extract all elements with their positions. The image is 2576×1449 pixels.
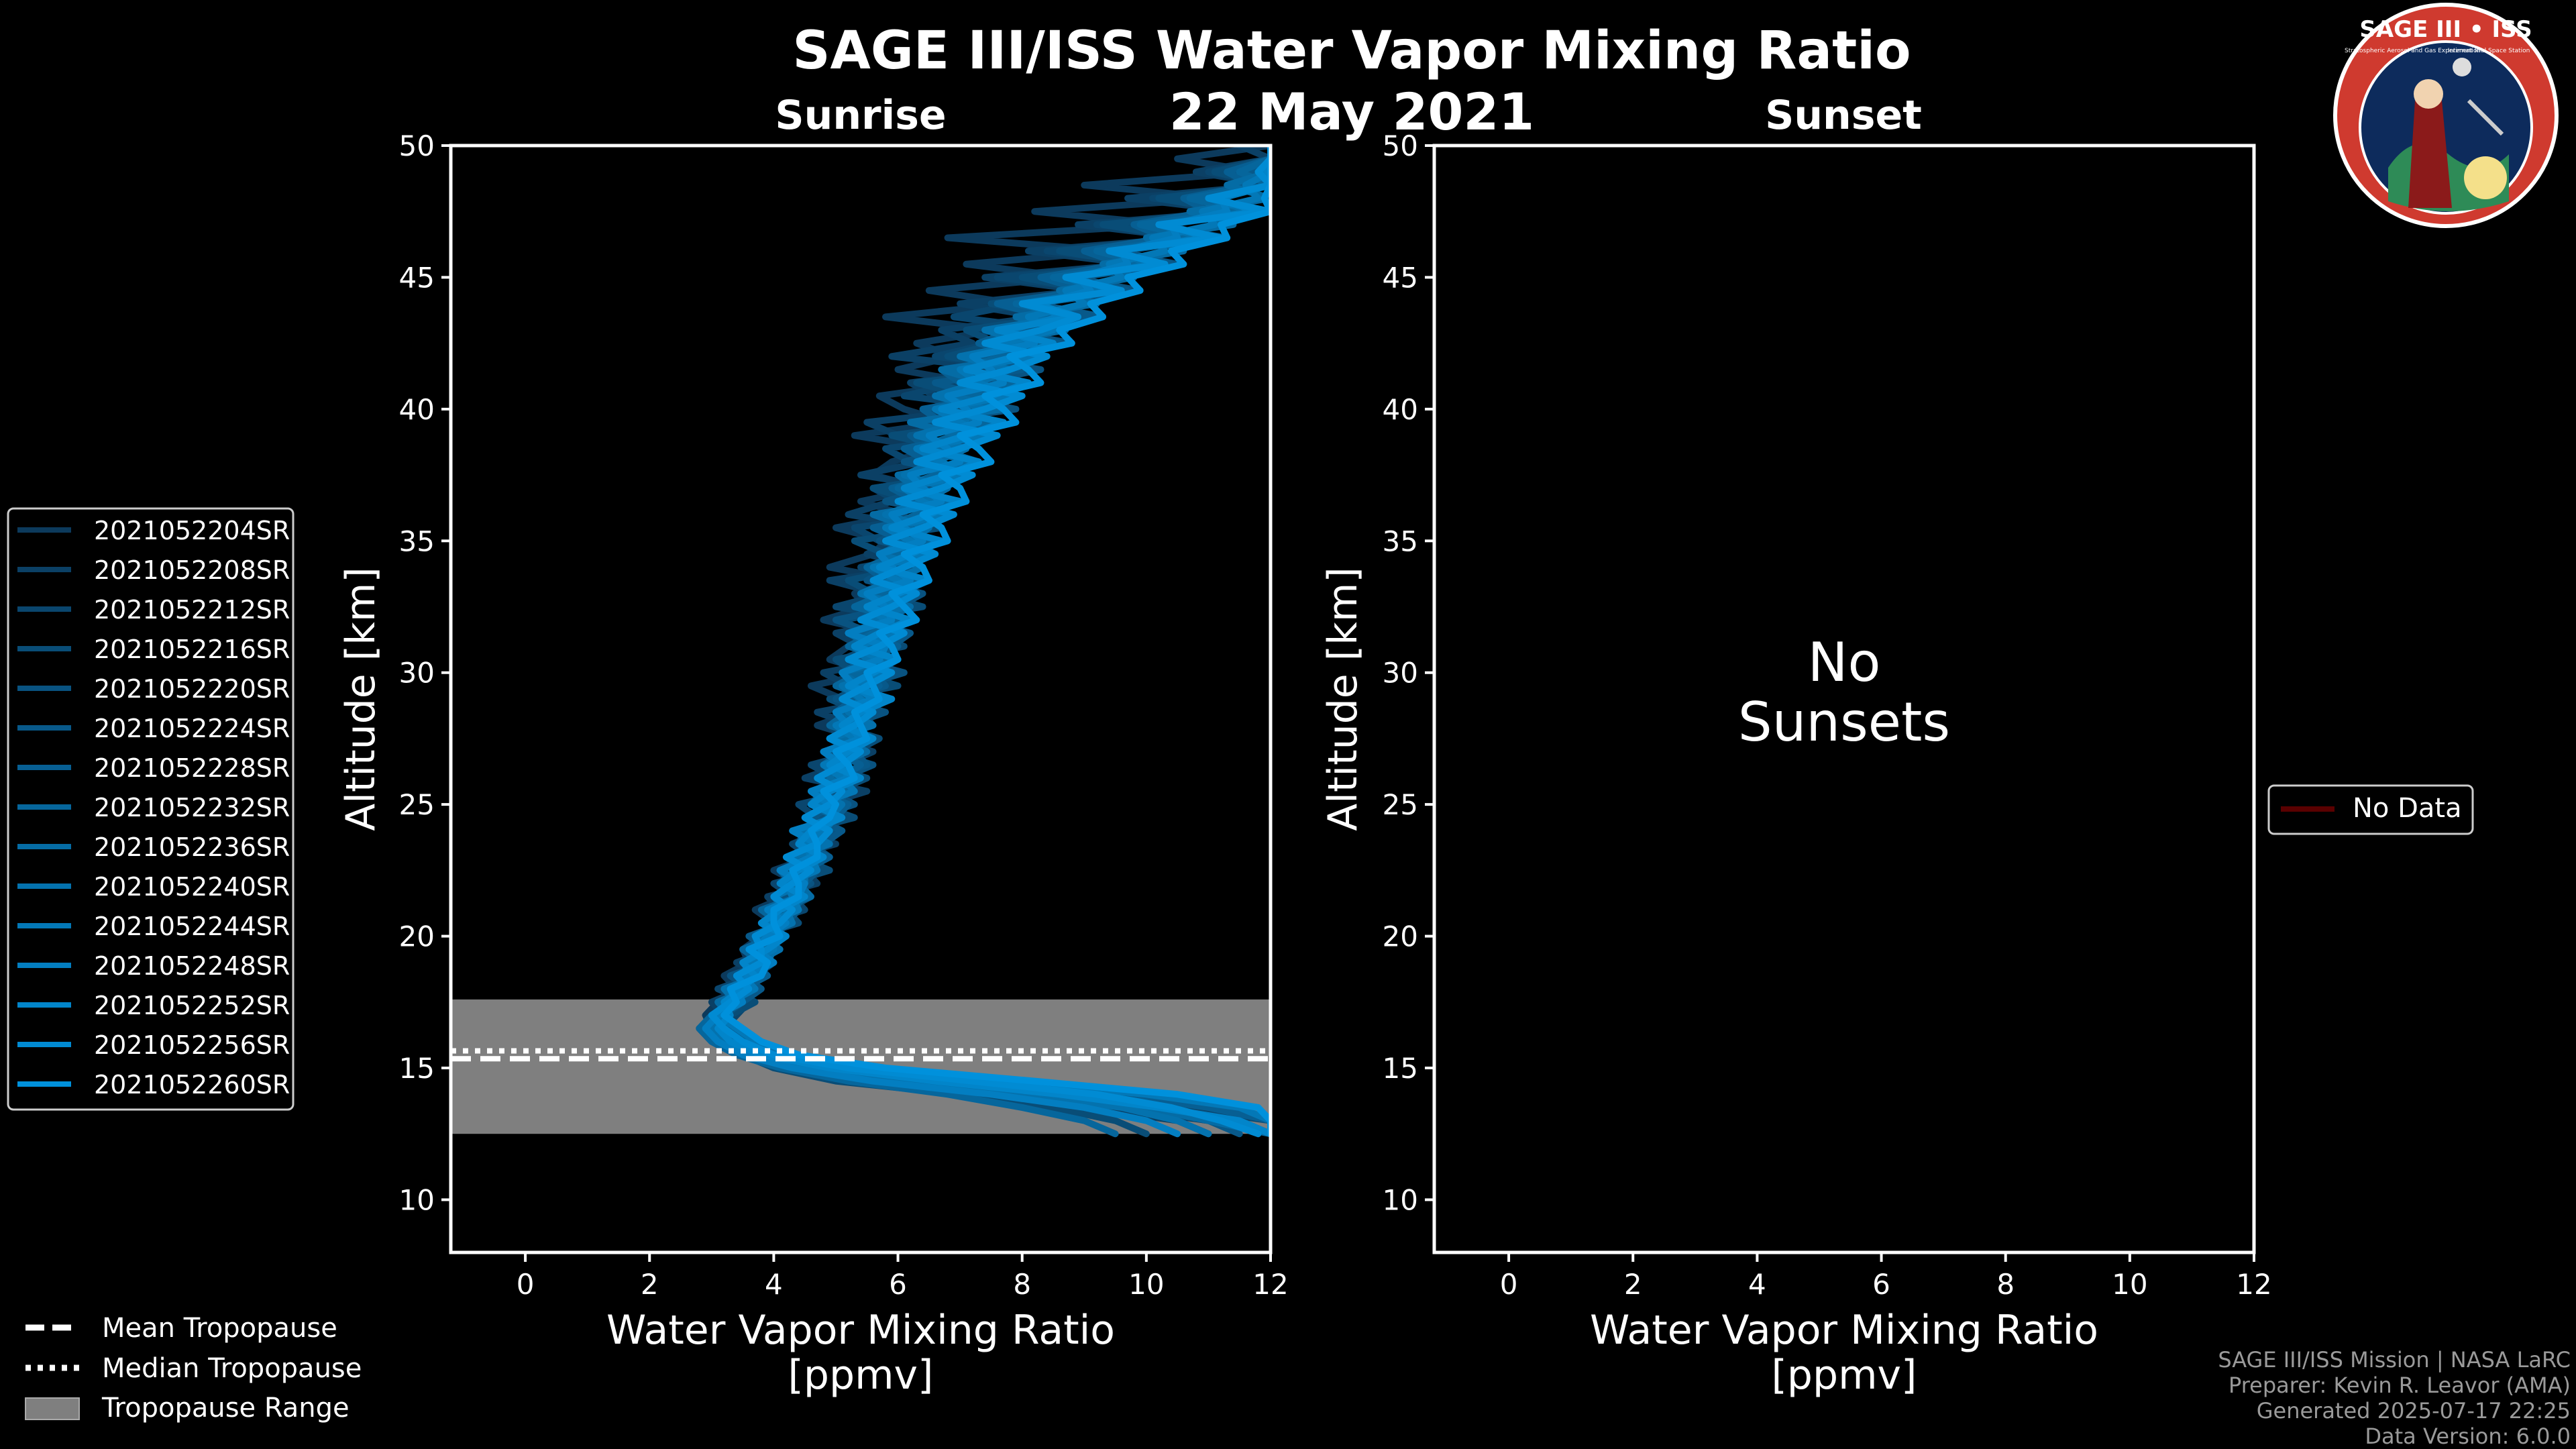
x-tick-label: 4 <box>1748 1268 1766 1301</box>
sunrise-panel-title: Sunrise <box>775 92 946 139</box>
y-tick-label: 35 <box>399 525 435 557</box>
tropopause-range-swatch <box>25 1397 80 1420</box>
series-line-2021052256SR <box>708 146 1271 1138</box>
y-tick-label: 10 <box>399 1183 435 1216</box>
y-tick-label: 25 <box>399 788 435 821</box>
y-tick-label: 20 <box>1383 920 1418 953</box>
y-tick-label: 45 <box>399 261 435 294</box>
x-tick-label: 6 <box>1872 1268 1890 1301</box>
y-tick-label: 20 <box>399 920 435 953</box>
y-tick-label: 40 <box>1383 393 1418 426</box>
logo-figure-head <box>2414 79 2443 109</box>
legend-label: 2021052232SR <box>94 793 290 822</box>
x-tick-label: 0 <box>1500 1268 1518 1301</box>
sunset-legend-box <box>2267 784 2474 835</box>
logo-figure-robe <box>2408 91 2452 208</box>
logo-moon-icon <box>2453 58 2471 76</box>
x-tick-label: 12 <box>1252 1268 1288 1301</box>
logo-sun-icon <box>2464 156 2507 199</box>
tropopause-range-label: Tropopause Range <box>101 1393 350 1424</box>
sage-iii-iss-logo: SAGE III • ISS Stratospheric Aerosol and… <box>2333 3 2559 228</box>
legend-label: 2021052256SR <box>94 1030 290 1060</box>
no-sunsets-annotation-line2: Sunsets <box>1738 691 1950 753</box>
x-tick-label: 8 <box>1013 1268 1031 1301</box>
x-tick-label: 2 <box>1624 1268 1642 1301</box>
sunrise-xlabel-line2: [ppmv] <box>788 1352 934 1399</box>
legend-label: 2021052240SR <box>94 872 290 902</box>
chart-date: 22 May 2021 <box>1169 82 1534 142</box>
y-tick-label: 15 <box>399 1052 435 1085</box>
sunrise-ylabel: Altitude [km] <box>337 567 384 831</box>
y-tick-label: 15 <box>1383 1052 1418 1085</box>
sunset-ticks: 0 2 4 6 8 10 12 10 15 20 25 30 35 40 45 50 <box>1383 129 2272 1301</box>
y-tick-label: 50 <box>399 129 435 162</box>
footer-line-mission: SAGE III/ISS Mission | NASA LaRC <box>2218 1347 2571 1373</box>
footer-line-version: Data Version: 6.0.0 <box>2365 1424 2571 1449</box>
footer: SAGE III/ISS Mission | NASA LaRC Prepare… <box>2218 1347 2571 1449</box>
sunset-ylabel: Altitude [km] <box>1320 567 1366 831</box>
sunrise-ticks: 0 2 4 6 8 10 12 10 15 20 25 30 35 40 45 50 <box>399 129 1289 1301</box>
legend-label: 2021052236SR <box>94 833 290 862</box>
y-tick-label: 25 <box>1383 788 1418 821</box>
footer-line-preparer: Preparer: Kevin R. Leavor (AMA) <box>2229 1373 2571 1398</box>
x-tick-label: 12 <box>2236 1268 2271 1301</box>
legend-label: 2021052220SR <box>94 674 290 704</box>
series-line-2021052260SR <box>720 146 1271 1138</box>
no-sunsets-annotation-line1: No <box>1808 631 1881 694</box>
x-tick-label: 0 <box>517 1268 535 1301</box>
sunrise-series-legend: 2021052204SR 2021052208SR 2021052212SR 2021… <box>7 507 294 1111</box>
legend-label: 2021052244SR <box>94 912 290 941</box>
chart-title: SAGE III/ISS Water Vapor Mixing Ratio <box>792 21 1911 81</box>
series-legend-box <box>7 507 294 1111</box>
legend-label: 2021052224SR <box>94 714 290 743</box>
logo-title: SAGE III • ISS <box>2359 16 2532 43</box>
sunrise-panel: 0 2 4 6 8 10 12 10 15 20 25 30 35 40 45 50 Water Vapor … <box>337 129 1289 1399</box>
legend-label: 2021052208SR <box>94 555 290 585</box>
legend-label: 2021052228SR <box>94 753 290 783</box>
y-tick-label: 50 <box>1383 129 1418 162</box>
sunset-panel-title: Sunset <box>1765 92 1922 139</box>
logo-subtitle-left: Stratospheric Aerosol and Gas Experiment… <box>2345 48 2480 54</box>
logo-subtitle-right: International Space Station <box>2448 48 2530 54</box>
footer-line-generated: Generated 2025-07-17 22:25 <box>2257 1398 2571 1424</box>
no-data-legend-label: No Data <box>2353 793 2462 824</box>
mean-tropopause-label: Mean Tropopause <box>102 1313 337 1344</box>
x-tick-label: 10 <box>1128 1268 1164 1301</box>
x-tick-label: 10 <box>2112 1268 2147 1301</box>
legend-label: 2021052260SR <box>94 1070 290 1099</box>
sunrise-series-group <box>696 146 1271 1138</box>
sunset-panel: 0 2 4 6 8 10 12 10 15 20 25 30 35 40 45 50 No Sunsets W… <box>1320 129 2474 1399</box>
legend-label: 2021052248SR <box>94 951 290 981</box>
y-tick-label: 10 <box>1383 1183 1418 1216</box>
legend-label: 2021052204SR <box>94 516 290 545</box>
sunset-xlabel-line1: Water Vapor Mixing Ratio <box>1590 1307 2098 1354</box>
y-tick-label: 45 <box>1383 261 1418 294</box>
sunset-legend: No Data <box>2267 784 2474 835</box>
legend-label: 2021052212SR <box>94 595 290 625</box>
x-tick-label: 2 <box>641 1268 659 1301</box>
x-tick-label: 8 <box>1996 1268 2015 1301</box>
logo-station-icon <box>2467 99 2504 136</box>
y-tick-label: 30 <box>1383 657 1418 690</box>
sunset-axes-frame <box>1432 144 2256 1254</box>
sunrise-axes-frame <box>449 144 1273 1254</box>
y-tick-label: 35 <box>1383 525 1418 557</box>
x-tick-label: 6 <box>889 1268 907 1301</box>
x-tick-label: 4 <box>765 1268 783 1301</box>
legend-label: 2021052216SR <box>94 635 290 664</box>
sunrise-xlabel-line1: Water Vapor Mixing Ratio <box>606 1307 1115 1354</box>
sunset-xlabel-line2: [ppmv] <box>1772 1352 1917 1399</box>
median-tropopause-label: Median Tropopause <box>102 1353 362 1384</box>
legend-label: 2021052252SR <box>94 991 290 1020</box>
tropopause-legend: Mean Tropopause Median Tropopause Tropop… <box>25 1313 362 1424</box>
y-tick-label: 40 <box>399 393 435 426</box>
y-tick-label: 30 <box>399 657 435 690</box>
